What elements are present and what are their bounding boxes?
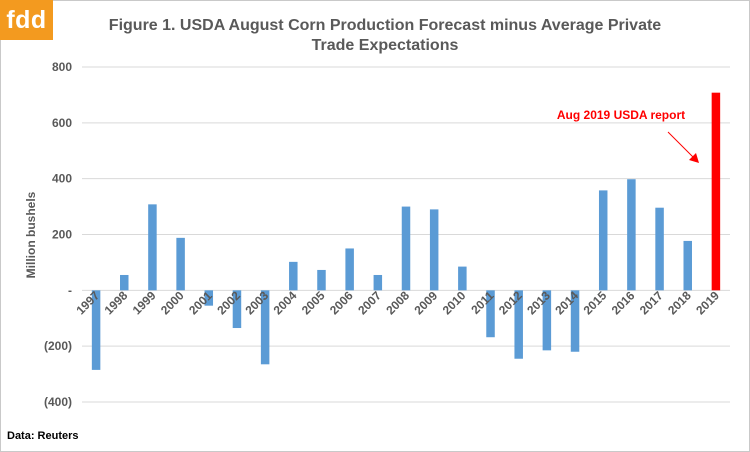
x-tick-label-2015: 2015 (581, 288, 610, 317)
y-axis-title: Million bushels (24, 191, 38, 278)
x-tick-label-2018: 2018 (665, 288, 694, 317)
bar-2015 (598, 190, 608, 291)
bar-2005 (317, 269, 326, 291)
fdd-logo: fdd (0, 0, 53, 40)
bar-2019 (711, 92, 721, 291)
bar-2011 (486, 290, 495, 338)
bar-2013 (542, 290, 552, 351)
bar-2002 (232, 290, 242, 329)
y-tick-label: 400 (52, 172, 72, 186)
bar-2014 (570, 290, 580, 352)
x-tick-label-2006: 2006 (327, 288, 356, 317)
y-axis-tick-labels: 800 600 400 200 - (200) (400) (44, 60, 72, 409)
x-tick-label-2005: 2005 (299, 288, 328, 317)
x-tick-label-2004: 2004 (271, 288, 300, 317)
bar-2004 (289, 261, 298, 291)
bar-1999 (148, 204, 157, 291)
data-source-note: Data: Reuters (7, 430, 79, 442)
annotation-arrowhead (689, 153, 699, 163)
bar-1998 (120, 274, 129, 291)
bar-2017 (655, 207, 664, 291)
bar-1997 (91, 290, 101, 370)
x-tick-label-2010: 2010 (440, 288, 469, 317)
x-axis-tick-labels: 1997 1998 1999 2000 2001 2002 2003 2004 2005 2006… (73, 288, 722, 317)
bar-2003 (260, 290, 270, 365)
bar-2001 (204, 290, 214, 306)
x-tick-label-1999: 1999 (130, 288, 159, 317)
bar-2012 (514, 290, 523, 359)
annotation-arrow (667, 131, 696, 160)
chart-title: Figure 1. USDA August Corn Production Fo… (108, 17, 662, 54)
y-tick-label: 200 (52, 228, 72, 242)
y-tick-label: 600 (52, 116, 72, 130)
x-tick-label-2019: 2019 (693, 288, 722, 317)
bar-2000 (176, 237, 185, 291)
y-tick-label: - (68, 283, 72, 297)
y-tick-label: (200) (44, 339, 72, 353)
bar-2009 (429, 209, 439, 291)
x-tick-label-2009: 2009 (412, 288, 441, 317)
bar-2006 (345, 248, 354, 291)
gridlines (82, 66, 730, 403)
x-tick-label-2008: 2008 (383, 288, 412, 317)
annotation-label: Aug 2019 USDA report (557, 108, 685, 122)
y-tick-label: (400) (44, 395, 72, 409)
x-tick-label-2000: 2000 (158, 288, 187, 317)
x-tick-label-2016: 2016 (609, 288, 638, 317)
bar-2010 (458, 266, 467, 291)
x-tick-label-2007: 2007 (355, 288, 384, 317)
bar-2007 (373, 274, 383, 291)
bars (91, 92, 721, 370)
y-tick-label: 800 (52, 60, 72, 74)
x-tick-label-1998: 1998 (102, 288, 131, 317)
x-tick-label-2017: 2017 (637, 288, 666, 317)
bar-2018 (683, 240, 692, 291)
bar-2008 (401, 206, 411, 291)
bar-2016 (627, 179, 636, 291)
